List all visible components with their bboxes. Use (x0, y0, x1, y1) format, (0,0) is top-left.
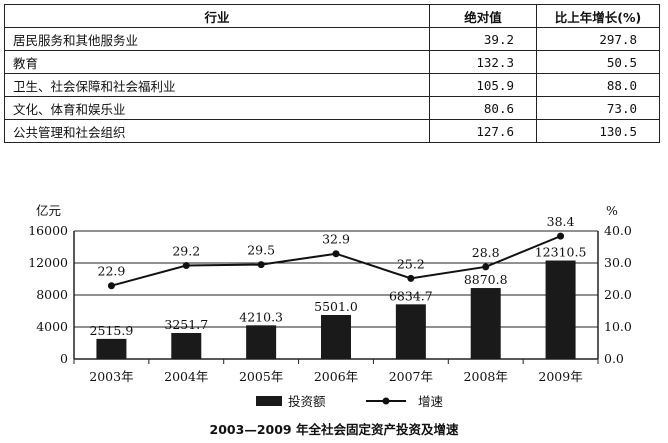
bar-value-label: 6834.7 (389, 288, 433, 303)
category-label: 2007年 (389, 369, 433, 384)
table-row: 居民服务和其他服务业 39.2 297.8 (4, 27, 660, 51)
legend-line-marker (382, 397, 390, 405)
bar-value-label: 12310.5 (535, 245, 587, 260)
chart-axes (73, 231, 599, 364)
right-tick-label: 40.0 (604, 223, 632, 238)
table-row: 文化、体育和娱乐业 80.6 73.0 (4, 96, 660, 120)
header-absolute: 绝对值 (429, 4, 537, 28)
left-tick-label: 16000 (28, 223, 68, 238)
left-tick-label: 4000 (36, 319, 68, 334)
right-tick-label: 10.0 (604, 319, 632, 334)
table-row: 卫生、社会保障和社会福利业 105.9 88.0 (4, 73, 660, 97)
category-label: 2009年 (538, 369, 582, 384)
left-tick-label: 0 (60, 351, 68, 366)
left-axis-unit: 亿元 (36, 203, 61, 218)
growth-value-label: 29.2 (172, 244, 200, 259)
row-abs: 105.9 (429, 73, 537, 97)
category-label: 2008年 (464, 369, 508, 384)
row-name: 居民服务和其他服务业 (4, 27, 430, 51)
growth-value-label: 25.2 (397, 256, 425, 271)
bar-value-label: 2515.9 (90, 323, 134, 338)
legend-bar-swatch (256, 396, 282, 406)
growth-value-label: 22.9 (98, 264, 126, 279)
row-name: 卫生、社会保障和社会福利业 (4, 73, 430, 97)
row-name: 文化、体育和娱乐业 (4, 96, 430, 120)
legend-line-label: 增速 (418, 394, 444, 409)
bar (321, 314, 351, 359)
growth-value-label: 32.9 (322, 232, 350, 247)
right-tick-label: 0.0 (604, 351, 624, 366)
row-growth: 50.5 (536, 50, 660, 74)
row-growth: 73.0 (536, 96, 660, 120)
legend-bar-label: 投资额 (288, 394, 326, 409)
chart-legend: 投资额 增速 (256, 394, 444, 409)
table-row: 教育 132.3 50.5 (4, 50, 660, 74)
line-series (107, 232, 565, 290)
bar (470, 288, 501, 359)
category-label: 2006年 (314, 369, 358, 384)
row-growth: 130.5 (536, 119, 660, 143)
bar (545, 260, 576, 359)
row-abs: 127.6 (429, 119, 537, 143)
row-name: 教育 (4, 50, 430, 74)
bar (96, 338, 127, 359)
row-abs: 80.6 (429, 96, 537, 120)
table-row: 公共管理和社会组织 127.6 130.5 (4, 119, 660, 143)
industry-table: 行业 绝对值 比上年增长(%) 居民服务和其他服务业 39.2 297.8 教育… (4, 4, 660, 143)
bar (171, 332, 202, 359)
right-axis-unit: % (606, 203, 618, 218)
chart-title: 2003—2009 年全社会固定资产投资及增速 (210, 422, 459, 437)
right-tick-label: 20.0 (604, 287, 632, 302)
bar-value-label: 8870.8 (464, 272, 508, 287)
row-abs: 132.3 (429, 50, 537, 74)
category-label: 2004年 (164, 369, 208, 384)
table-header-row: 行业 绝对值 比上年增长(%) (4, 4, 660, 28)
bar-value-label: 3251.7 (164, 317, 208, 332)
growth-point (182, 262, 190, 270)
row-name: 公共管理和社会组织 (4, 119, 430, 143)
category-label: 2003年 (89, 369, 133, 384)
left-tick-label: 12000 (28, 255, 68, 270)
growth-point (557, 232, 565, 240)
right-tick-label: 30.0 (604, 255, 632, 270)
bar (395, 304, 426, 359)
bar (246, 325, 277, 359)
growth-value-label: 29.5 (247, 243, 275, 258)
bar-value-label: 4210.3 (239, 309, 283, 324)
growth-point (407, 274, 415, 282)
bar-value-label: 5501.0 (314, 299, 358, 314)
chart-labels: 0 4000 8000 12000 16000 0.0 10.0 20.0 30.0 40.0 亿元… (28, 203, 632, 437)
row-growth: 88.0 (536, 73, 660, 97)
bar-series (96, 260, 576, 359)
left-tick-label: 8000 (36, 287, 68, 302)
row-growth: 297.8 (536, 27, 660, 51)
growth-point (257, 261, 265, 269)
growth-point (482, 263, 490, 271)
growth-point (332, 250, 340, 258)
growth-value-label: 28.8 (472, 245, 500, 260)
category-label: 2005年 (239, 369, 283, 384)
growth-value-label: 38.4 (547, 214, 575, 229)
growth-point (107, 282, 115, 290)
